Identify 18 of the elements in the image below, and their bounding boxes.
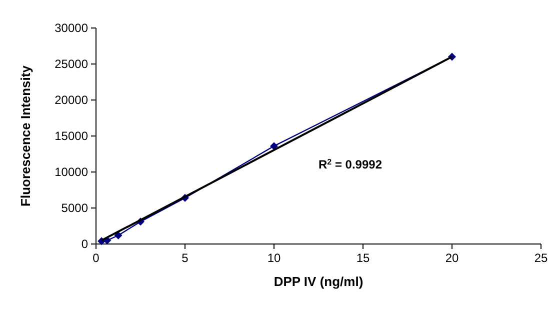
y-tick-label: 15000 bbox=[54, 129, 88, 143]
x-axis-title: DPP IV (ng/ml) bbox=[274, 274, 364, 289]
y-tick-label: 30000 bbox=[54, 21, 88, 35]
y-tick-label: 25000 bbox=[54, 57, 88, 71]
y-tick-label: 10000 bbox=[54, 165, 88, 179]
y-axis-title: Fluorescence Intensity bbox=[18, 64, 33, 206]
x-tick-label: 10 bbox=[267, 251, 281, 265]
x-tick-label: 25 bbox=[534, 251, 548, 265]
y-tick-label: 20000 bbox=[54, 93, 88, 107]
x-tick-label: 0 bbox=[92, 251, 100, 265]
y-tick-label: 0 bbox=[81, 237, 88, 251]
x-tick-label: 15 bbox=[356, 251, 370, 265]
point bbox=[114, 231, 122, 240]
x-tick-label: 20 bbox=[445, 251, 459, 265]
point bbox=[270, 142, 278, 150]
y-tick-label: 5000 bbox=[61, 201, 88, 215]
x-tick-label: 5 bbox=[182, 251, 189, 265]
annotation: R$^{2}$ = 0.9992 bbox=[318, 156, 382, 172]
